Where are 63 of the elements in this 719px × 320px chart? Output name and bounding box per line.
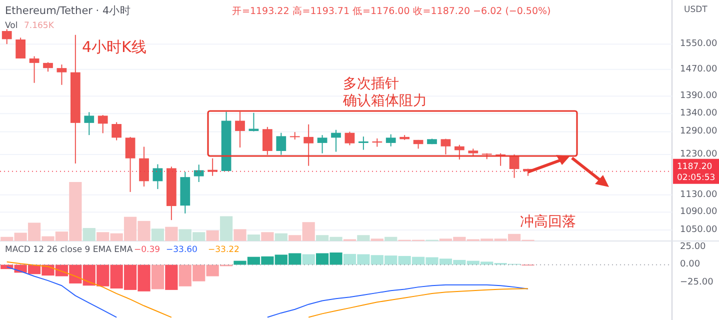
annotation: −0.39 — [134, 245, 160, 255]
candlestick — [125, 136, 136, 192]
y-tick-label: 1470.00 — [680, 64, 718, 74]
bar — [384, 236, 398, 241]
y-tick-label: −25.00 — [680, 278, 714, 288]
bar — [261, 232, 274, 241]
chart-title: Vol — [5, 21, 18, 31]
y-tick-label: 1090.00 — [680, 207, 718, 218]
text: Ethereum/Tether · 4小时 — [5, 4, 132, 17]
bar — [206, 230, 219, 241]
candlestick — [304, 124, 314, 166]
bar — [302, 254, 315, 265]
ref-line-label: 1187.20 02:05:53 — [677, 162, 716, 183]
y-tick-label: 1340.00 — [680, 108, 718, 119]
candlestick — [440, 138, 451, 155]
candlestick — [152, 164, 163, 190]
candlestick — [56, 64, 67, 86]
candlestick — [194, 164, 204, 183]
bar — [220, 216, 233, 241]
candlestick — [235, 111, 245, 148]
annotation: 多次插针 — [343, 76, 399, 92]
candlestick — [98, 114, 108, 134]
bar — [274, 233, 288, 241]
annotation: 冲高回落 — [520, 214, 576, 230]
bar — [234, 229, 246, 241]
bar — [151, 228, 164, 241]
candlestick — [139, 146, 149, 188]
candlestick — [386, 134, 396, 147]
bar — [247, 234, 260, 241]
y-tick-label: 25.00 — [680, 242, 706, 252]
candlestick — [276, 132, 286, 156]
annotation: −33.60 — [166, 245, 198, 255]
y-tick-label: 1390.00 — [680, 91, 718, 102]
y-tick-label: 0.00 — [680, 260, 700, 270]
y-axis-title: USDT — [684, 5, 708, 15]
candlestick — [29, 56, 40, 84]
bar — [357, 235, 370, 241]
candlestick — [16, 37, 26, 59]
bar — [151, 264, 164, 290]
y-tick-label: 1550.00 — [680, 39, 718, 50]
y-tick-label: 1050.00 — [680, 224, 718, 235]
text: MACD 12 26 close 9 EMA EMA — [5, 245, 133, 255]
candlestick — [262, 126, 272, 156]
annotation: 4小时K线 — [82, 38, 146, 56]
candlestick — [317, 134, 328, 154]
y-tick-label: 1230.00 — [680, 149, 718, 160]
candlestick — [84, 112, 94, 136]
annotation: 确认箱体阻力 — [342, 93, 427, 109]
candlestick — [454, 144, 464, 160]
annotation: 开=1193.22 高=1193.71 低=1176.00 收=1187.20 −6.02 (−0.50%) — [232, 5, 551, 17]
y-tick-label: 1290.00 — [680, 126, 718, 137]
annotation: −33.22 — [208, 245, 240, 255]
candlestick — [344, 131, 355, 146]
y-tick-label: 1130.00 — [680, 190, 718, 200]
bar — [165, 264, 178, 290]
candlestick — [112, 122, 122, 141]
candlestick — [2, 28, 12, 45]
candlestick — [43, 62, 53, 72]
candlestick — [331, 129, 341, 152]
bar — [82, 228, 96, 241]
candlestick — [358, 136, 368, 150]
chart-subtitle: 7.165K — [24, 21, 54, 31]
bar — [165, 226, 178, 241]
